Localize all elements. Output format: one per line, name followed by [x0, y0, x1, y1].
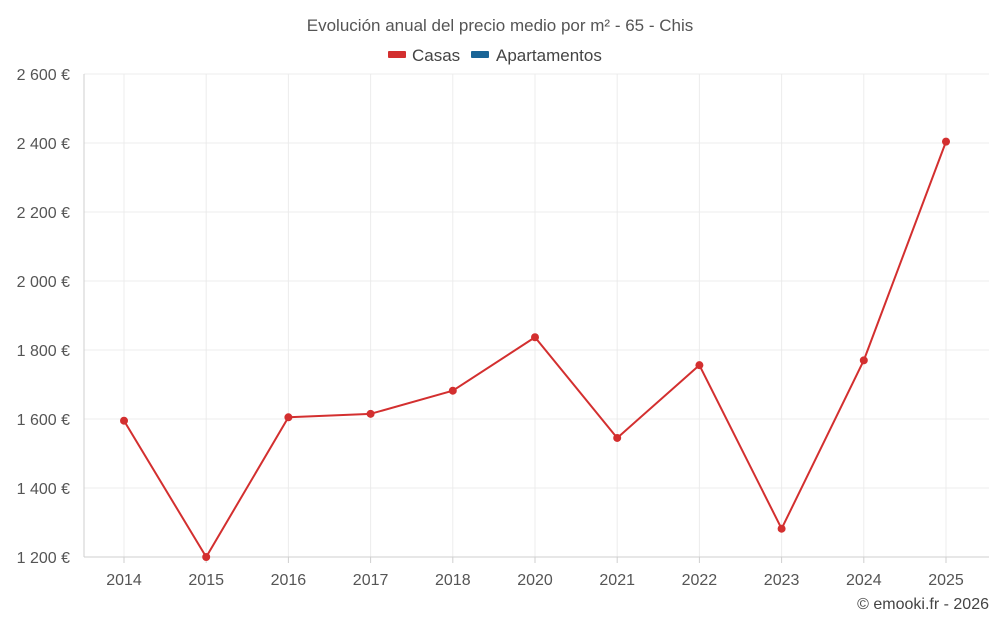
- legend: Casas Apartamentos: [388, 46, 602, 65]
- gridlines: [84, 73, 989, 557]
- data-point-casas[interactable]: [448, 386, 457, 395]
- legend-swatch-apartamentos: [471, 51, 489, 58]
- data-point-casas[interactable]: [531, 333, 539, 342]
- x-tick-label: 2016: [271, 572, 307, 589]
- x-tick-label: 2023: [764, 572, 800, 589]
- legend-item-apartamentos[interactable]: Apartamentos: [471, 46, 602, 65]
- credit-text: © emooki.fr - 2026: [857, 596, 989, 613]
- y-tick-label: 2 000 €: [17, 274, 70, 291]
- data-point-casas[interactable]: [284, 413, 293, 422]
- x-tick-label: 2017: [353, 572, 389, 589]
- y-tick-label: 1 400 €: [17, 481, 70, 498]
- data-point-casas[interactable]: [777, 524, 786, 533]
- y-tick-label: 1 800 €: [17, 343, 70, 360]
- y-axis-ticks: 1 200 € 1 400 € 1 600 € 1 800 € 2 000 € 2 200…: [17, 67, 70, 567]
- x-tick-label: 2024: [846, 572, 882, 589]
- legend-label-casas: Casas: [412, 46, 460, 65]
- data-point-casas[interactable]: [695, 361, 704, 370]
- y-tick-label: 2 400 €: [17, 136, 70, 153]
- x-tick-label: 2022: [682, 572, 718, 589]
- x-tick-label: 2020: [517, 572, 553, 589]
- legend-label-apartamentos: Apartamentos: [496, 46, 602, 65]
- axes: [83, 74, 989, 563]
- legend-item-casas[interactable]: Casas: [388, 46, 460, 65]
- x-axis-ticks: 2014 2015 2016 2017 2018 2020 2021 2022 2023 2024…: [106, 572, 964, 589]
- data-point-casas[interactable]: [202, 553, 211, 561]
- y-tick-label: 1 200 €: [17, 550, 70, 567]
- data-point-casas[interactable]: [859, 356, 868, 365]
- x-tick-label: 2014: [106, 572, 142, 589]
- x-tick-label: 2015: [188, 572, 224, 589]
- data-point-casas[interactable]: [942, 137, 950, 146]
- data-point-casas[interactable]: [120, 416, 128, 425]
- series: [120, 137, 950, 561]
- y-tick-label: 2 200 €: [17, 205, 70, 222]
- x-tick-label: 2018: [435, 572, 471, 589]
- x-tick-label: 2021: [599, 572, 635, 589]
- data-point-casas[interactable]: [366, 409, 375, 418]
- y-tick-label: 2 600 €: [17, 67, 70, 84]
- data-point-casas[interactable]: [613, 433, 622, 442]
- chart-title: Evolución anual del precio medio por m² …: [307, 16, 693, 35]
- y-tick-label: 1 600 €: [17, 412, 70, 429]
- x-tick-label: 2025: [928, 572, 964, 589]
- legend-swatch-casas: [388, 51, 406, 58]
